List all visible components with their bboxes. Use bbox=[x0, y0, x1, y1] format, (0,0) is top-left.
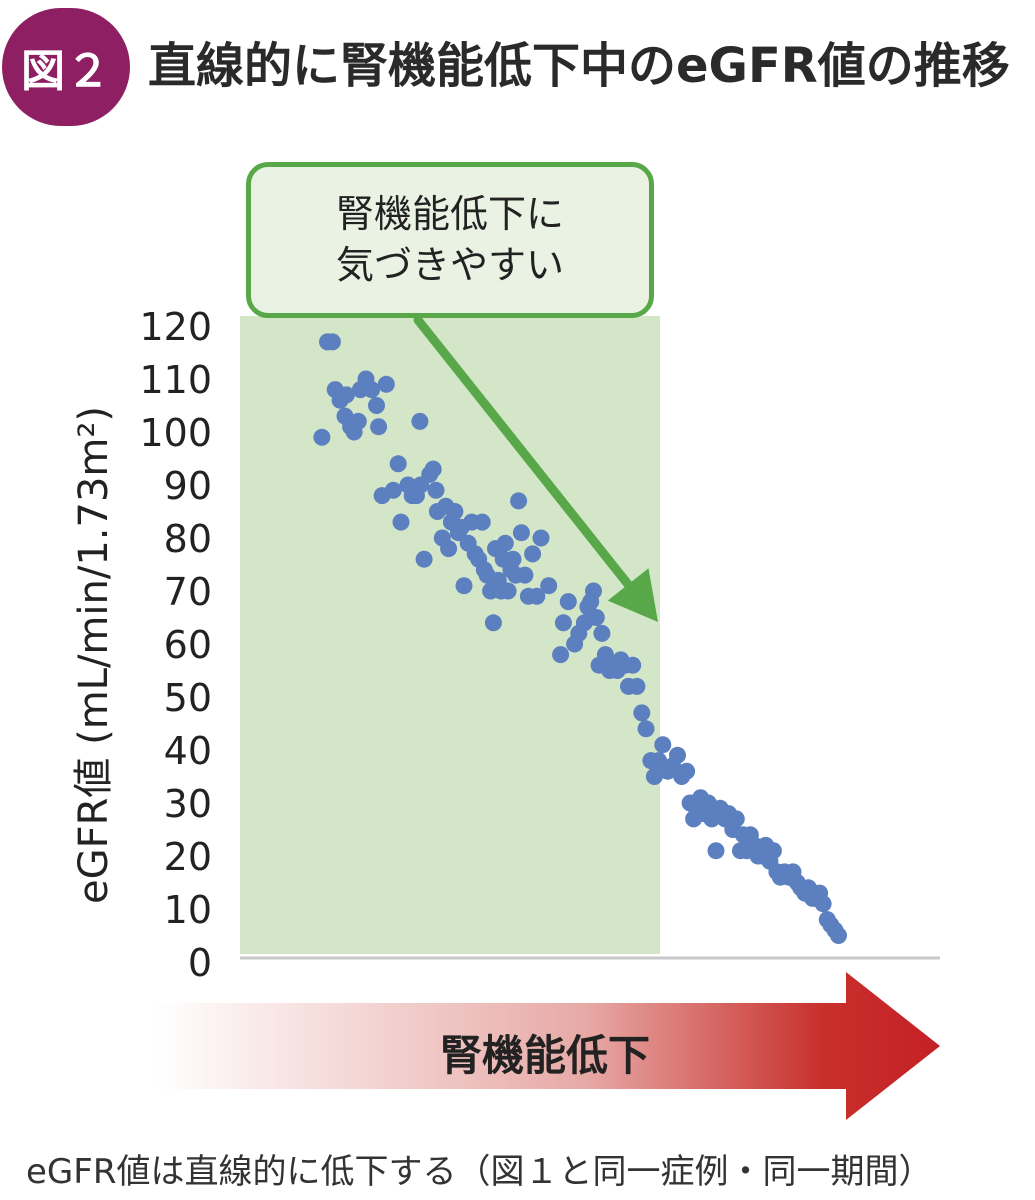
data-point bbox=[440, 540, 458, 558]
y-tick-label: 10 bbox=[164, 888, 212, 932]
data-point bbox=[585, 582, 602, 600]
y-tick-label: 100 bbox=[139, 411, 212, 455]
data-point bbox=[349, 412, 367, 430]
data-point bbox=[554, 614, 572, 632]
y-tick-label: 20 bbox=[164, 835, 212, 879]
data-point bbox=[427, 481, 445, 499]
figure-caption: eGFR値は直線的に低下する（図１と同一症例・同一期間） bbox=[26, 1152, 933, 1192]
data-point bbox=[389, 455, 407, 473]
data-point bbox=[654, 736, 672, 754]
data-point bbox=[637, 720, 655, 738]
data-point bbox=[678, 762, 696, 780]
data-point bbox=[368, 397, 385, 414]
data-point bbox=[323, 333, 341, 351]
data-point bbox=[496, 534, 514, 552]
decline-arrow-label: 腎機能低下 bbox=[440, 1031, 651, 1080]
data-point bbox=[446, 503, 464, 520]
data-point bbox=[337, 386, 355, 404]
data-point bbox=[587, 609, 605, 626]
highlight-region bbox=[240, 316, 660, 954]
data-point bbox=[504, 550, 522, 568]
data-point bbox=[363, 381, 381, 399]
data-point bbox=[524, 545, 542, 563]
green-arrow-shaft bbox=[413, 315, 633, 589]
data-point bbox=[552, 646, 570, 664]
data-point bbox=[628, 677, 646, 695]
data-point bbox=[633, 704, 651, 722]
data-point bbox=[727, 810, 745, 828]
data-point bbox=[424, 460, 442, 478]
decline-arrow bbox=[155, 972, 940, 1120]
data-point bbox=[814, 895, 832, 913]
figure-number-text: 図２ bbox=[21, 46, 111, 97]
data-point bbox=[313, 428, 331, 446]
data-point bbox=[510, 492, 528, 510]
y-tick-label: 40 bbox=[164, 729, 212, 773]
data-point bbox=[516, 566, 534, 584]
data-point bbox=[499, 582, 517, 600]
data-point bbox=[377, 375, 395, 393]
y-tick-label: 120 bbox=[139, 305, 212, 349]
data-point bbox=[415, 550, 433, 568]
data-point bbox=[669, 746, 686, 764]
y-tick-label: 60 bbox=[164, 623, 212, 667]
data-point bbox=[512, 524, 530, 542]
data-point bbox=[473, 513, 491, 531]
figure-number-badge: 図２ bbox=[2, 8, 130, 126]
data-point bbox=[764, 842, 782, 860]
green-arrow-head bbox=[607, 568, 658, 622]
data-point bbox=[455, 577, 473, 595]
data-point bbox=[540, 577, 558, 595]
callout-line-1: 腎機能低下に bbox=[335, 191, 564, 236]
chart-title: 直線的に腎機能低下中のeGFR値の推移 bbox=[148, 38, 1010, 94]
data-point bbox=[392, 513, 410, 531]
y-tick-label: 70 bbox=[164, 570, 212, 614]
y-tick-label: 90 bbox=[164, 464, 212, 508]
data-point bbox=[559, 593, 577, 611]
data-point bbox=[411, 412, 429, 430]
data-point bbox=[624, 656, 642, 674]
data-point bbox=[384, 481, 402, 499]
y-tick-label: 80 bbox=[164, 517, 212, 561]
data-point bbox=[532, 529, 550, 547]
y-tick-label: 50 bbox=[164, 676, 212, 720]
y-tick-label: 30 bbox=[164, 782, 212, 826]
y-tick-label: 0 bbox=[188, 941, 212, 985]
callout-line-2: 気づきやすい bbox=[335, 243, 564, 287]
y-tick-label: 110 bbox=[139, 358, 212, 402]
data-point bbox=[370, 418, 388, 436]
data-point bbox=[707, 842, 725, 860]
data-point bbox=[830, 927, 847, 944]
data-point bbox=[645, 768, 663, 785]
data-point bbox=[593, 624, 611, 642]
data-point bbox=[484, 614, 502, 632]
y-axis-label: eGFR値 (mL/min/1.73m²) bbox=[71, 405, 117, 905]
callout-box: 腎機能低下に 気づきやすい bbox=[246, 162, 654, 318]
data-point bbox=[528, 587, 546, 605]
